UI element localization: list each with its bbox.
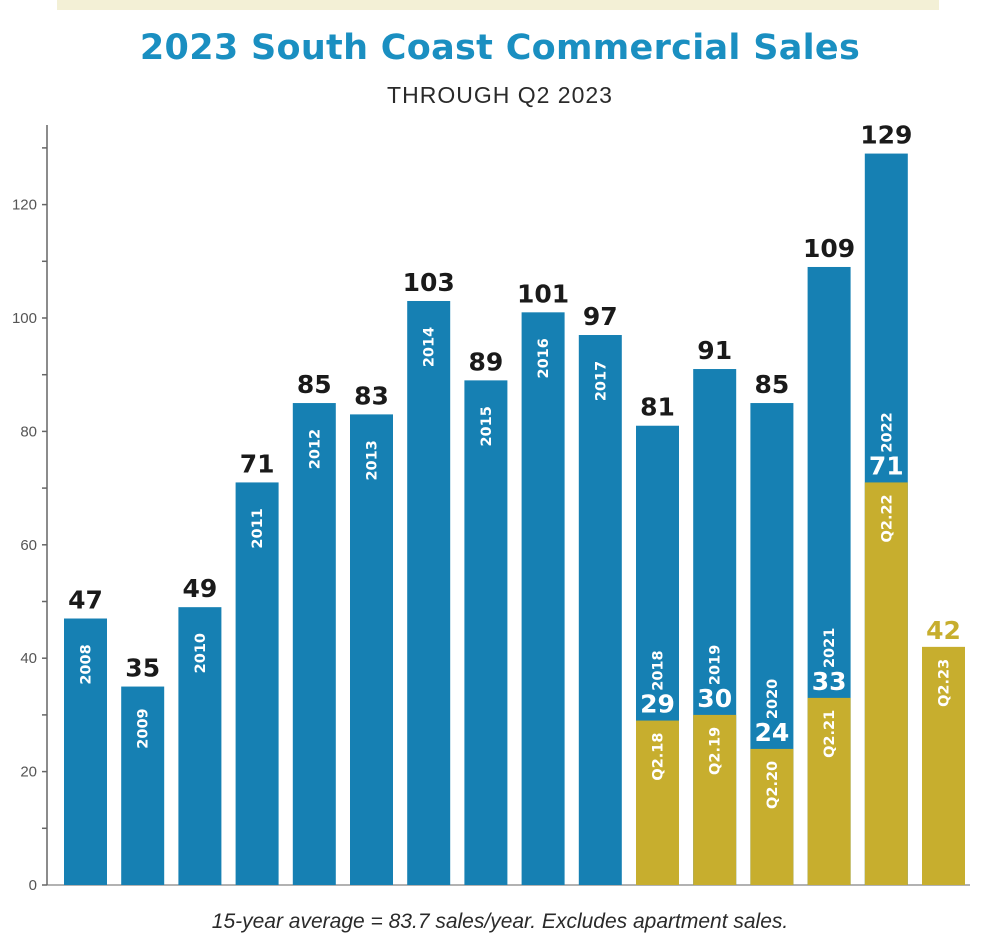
y-tick-label: 100 [12, 310, 37, 327]
value-label-2017: 97 [583, 302, 618, 331]
value-label-2021: 109 [803, 234, 855, 263]
year-bar-label-2017: 2017 [593, 361, 609, 401]
value-label-2010: 49 [183, 574, 218, 603]
bar-full-year-2016 [521, 312, 565, 886]
chart-title: 2023 South Coast Commercial Sales [139, 28, 861, 68]
year-bar-label-2019: 2019 [708, 645, 724, 685]
bar-q2-2019 [693, 714, 737, 885]
bar-q2-2021 [807, 697, 851, 885]
value-label-2022: 129 [860, 121, 912, 150]
q2-value-label-2021: 33 [812, 667, 847, 696]
q2-bar-label-2018: Q2.18 [651, 733, 667, 781]
q2-value-label-2022: 71 [869, 451, 904, 480]
bar-q2-2020 [750, 748, 794, 885]
q2-value-label-2018: 29 [640, 690, 675, 719]
footnote: 15-year average = 83.7 sales/year. Exclu… [211, 910, 789, 933]
bar-full-year-2011 [235, 482, 279, 885]
y-tick-label: 40 [20, 650, 37, 667]
year-bar-label-2015: 2015 [479, 406, 495, 446]
year-bar-label-2012: 2012 [307, 429, 323, 469]
value-label-2016: 101 [517, 279, 569, 308]
y-tick-label: 0 [29, 877, 37, 894]
bar-full-year-2010 [178, 607, 222, 885]
bar-full-year-2008 [64, 618, 107, 885]
value-label-2020: 85 [755, 370, 790, 399]
y-tick-label: 80 [20, 423, 37, 440]
y-tick-label: 60 [20, 537, 37, 554]
year-bar-label-2014: 2014 [422, 327, 438, 367]
value-label-2013: 83 [354, 381, 389, 410]
top-band [57, 0, 939, 10]
value-label-2011: 71 [240, 449, 275, 478]
year-bar-label-2016: 2016 [536, 338, 552, 378]
q2-bar-label-2023: Q2.23 [937, 659, 953, 707]
bar-full-year-2012 [292, 403, 336, 885]
year-bar-label-2018: 2018 [651, 650, 667, 690]
year-bar-label-2011: 2011 [250, 508, 266, 548]
value-label-2014: 103 [403, 268, 455, 297]
q2-bar-label-2022: Q2.22 [879, 494, 895, 542]
q2-bar-label-2019: Q2.19 [708, 727, 724, 775]
q2-value-label-2019: 30 [697, 684, 732, 713]
year-bar-label-2020: 2020 [765, 679, 781, 719]
bar-full-year-2017 [578, 335, 622, 885]
q2-value-label-2020: 24 [755, 718, 790, 747]
value-label-2008: 47 [68, 586, 103, 615]
q2-bar-label-2021: Q2.21 [822, 710, 838, 758]
year-bar-label-2010: 2010 [193, 633, 209, 673]
value-label-2019: 91 [697, 336, 732, 365]
value-label-2015: 89 [469, 347, 504, 376]
y-tick-label: 20 [20, 764, 37, 781]
bar-q2-2018 [636, 720, 679, 885]
value-label-2018: 81 [640, 393, 675, 422]
bar-full-year-2009 [121, 686, 165, 885]
bar-full-year-2014 [407, 300, 451, 885]
bar-q2-2022 [864, 482, 908, 885]
y-tick-label: 120 [12, 197, 37, 214]
year-bar-label-2022: 2022 [879, 412, 895, 452]
q2-value-label-2023: 42 [926, 616, 961, 645]
year-bar-label-2021: 2021 [822, 628, 838, 668]
q2-bar-label-2020: Q2.20 [765, 761, 781, 809]
value-label-2012: 85 [297, 370, 332, 399]
chart-subtitle: THROUGH Q2 2023 [387, 82, 613, 108]
bar-full-year-2015 [464, 380, 508, 885]
value-label-2009: 35 [125, 654, 160, 683]
year-bar-label-2013: 2013 [365, 440, 381, 480]
bar-q2-2023 [922, 646, 965, 885]
year-bar-label-2009: 2009 [136, 708, 152, 748]
bar-full-year-2013 [350, 414, 393, 885]
year-bar-label-2008: 2008 [79, 644, 95, 684]
